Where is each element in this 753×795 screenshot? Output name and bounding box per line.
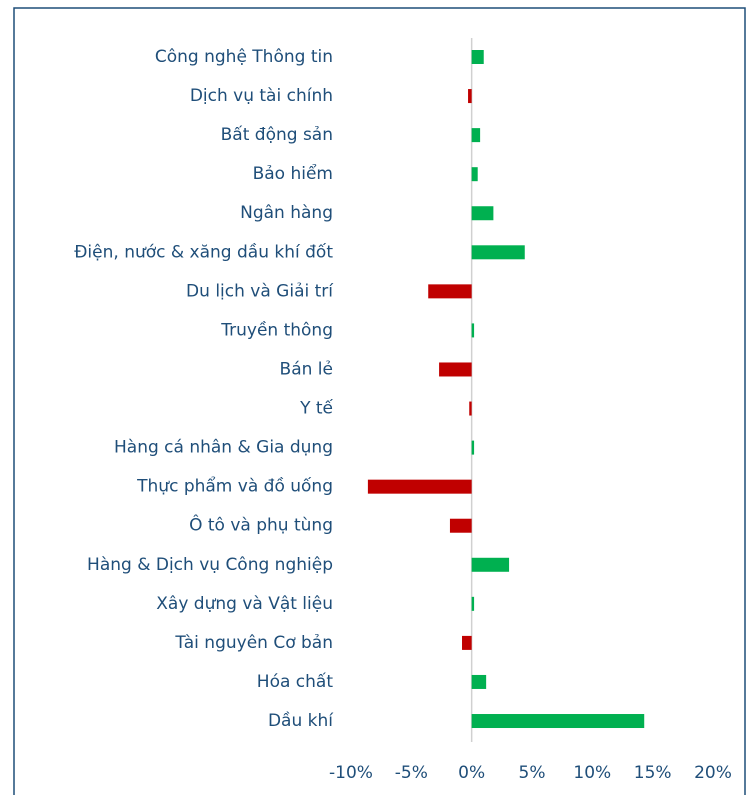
bar bbox=[468, 89, 472, 104]
x-tick-label: -5% bbox=[395, 763, 428, 783]
category-label: Điện, nước & xăng dầu khí đốt bbox=[74, 241, 333, 262]
bar bbox=[471, 557, 510, 572]
bar bbox=[471, 440, 475, 455]
bar bbox=[471, 206, 494, 221]
x-tick-label: -10% bbox=[329, 763, 373, 783]
category-label: Ô tô và phụ tùng bbox=[189, 514, 333, 536]
chart-frame bbox=[13, 7, 746, 795]
category-label: Hàng & Dịch vụ Công nghiệp bbox=[87, 555, 333, 575]
bar bbox=[471, 167, 478, 182]
category-label: Xây dựng và Vật liệu bbox=[156, 594, 333, 614]
bar bbox=[469, 401, 472, 416]
bar bbox=[471, 323, 475, 338]
category-label: Hàng cá nhân & Gia dụng bbox=[114, 438, 333, 458]
bar bbox=[462, 635, 472, 650]
category-label: Ngân hàng bbox=[240, 203, 333, 223]
bar bbox=[367, 479, 472, 494]
bar bbox=[471, 596, 475, 611]
bar bbox=[471, 128, 481, 143]
category-label: Công nghệ Thông tin bbox=[155, 47, 333, 67]
x-tick-label: 0% bbox=[458, 763, 485, 783]
category-label: Tài nguyên Cơ bản bbox=[174, 633, 333, 653]
category-label: Du lịch và Giải trí bbox=[186, 281, 334, 301]
category-label: Bảo hiểm bbox=[253, 163, 333, 184]
category-label: Dịch vụ tài chính bbox=[190, 86, 333, 106]
bar bbox=[439, 362, 472, 377]
category-label: Bán lẻ bbox=[280, 359, 333, 379]
bar bbox=[471, 50, 484, 64]
bar bbox=[471, 674, 487, 689]
category-label: Y tế bbox=[299, 398, 333, 419]
category-label: Truyền thông bbox=[220, 319, 333, 340]
bar bbox=[471, 245, 525, 260]
bar bbox=[471, 714, 645, 729]
bar bbox=[428, 284, 472, 299]
bar bbox=[449, 518, 472, 533]
x-tick-label: 5% bbox=[519, 763, 546, 783]
category-label: Thực phẩm và đồ uống bbox=[136, 476, 333, 497]
category-label: Bất động sản bbox=[221, 124, 333, 145]
category-label: Hóa chất bbox=[257, 671, 334, 692]
x-tick-label: 20% bbox=[694, 763, 732, 783]
x-tick-label: 15% bbox=[634, 763, 672, 783]
x-tick-label: 10% bbox=[573, 763, 611, 783]
category-label: Dầu khí bbox=[268, 710, 334, 731]
